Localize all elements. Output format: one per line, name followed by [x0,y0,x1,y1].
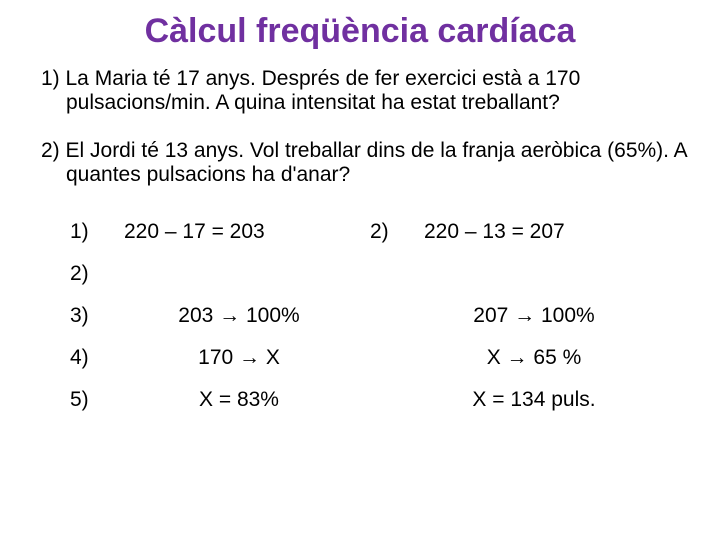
row-num-right [362,337,416,379]
question-2: 2) El Jordi té 13 anys. Vol treballar di… [30,139,690,187]
row-num-left: 5) [62,379,116,421]
table-row: 5) X = 83% X = 134 puls. [62,379,652,421]
calc-left [116,253,362,295]
table-row: 4) 170 → X X → 65 % [62,337,652,379]
row-num-right [362,295,416,337]
row-num-left: 3) [62,295,116,337]
calc-right: X → 65 % [416,337,652,379]
calc-left: 203 → 100% [116,295,362,337]
calc-right: 207 → 100% [416,295,652,337]
slide-title: Càlcul freqüència cardíaca [30,12,690,51]
calc-left: 220 – 17 = 203 [116,211,362,253]
table-row: 3) 203 → 100% 207 → 100% [62,295,652,337]
calc-left: 170 → X [116,337,362,379]
row-num-left: 2) [62,253,116,295]
row-num-right: 2) [362,211,416,253]
row-num-right [362,253,416,295]
row-num-left: 1) [62,211,116,253]
calc-left: X = 83% [116,379,362,421]
calc-right: X = 134 puls. [416,379,652,421]
calc-right [416,253,652,295]
row-num-right [362,379,416,421]
table-row: 2) [62,253,652,295]
question-1: 1) La Maria té 17 anys. Després de fer e… [30,67,690,115]
row-num-left: 4) [62,337,116,379]
calculation-table: 1) 220 – 17 = 203 2) 220 – 13 = 207 2) 3… [62,211,652,421]
slide: Càlcul freqüència cardíaca 1) La Maria t… [0,0,720,540]
calc-right: 220 – 13 = 207 [416,211,652,253]
table-row: 1) 220 – 17 = 203 2) 220 – 13 = 207 [62,211,652,253]
